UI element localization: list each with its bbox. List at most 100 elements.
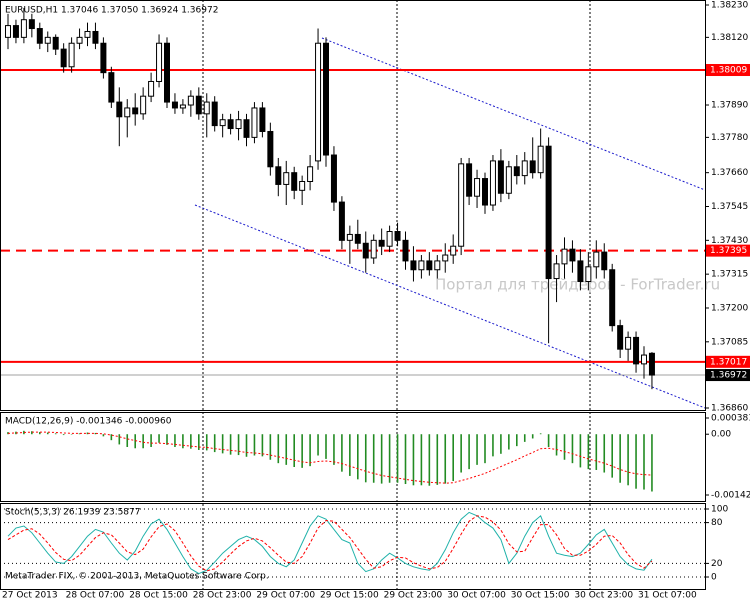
candle-body (132, 107, 139, 115)
candle-body (505, 166, 512, 194)
stoch-title: Stoch(5,3,3) 26.1939 23.5877 (5, 508, 140, 518)
candle-body (20, 19, 27, 38)
candle-body (235, 119, 242, 130)
candle-body (489, 160, 496, 206)
candle-body (466, 163, 473, 197)
candle-body (354, 233, 361, 244)
y-tick-label: 1.37430 (711, 236, 748, 246)
x-tick-label: 31 Oct 07:00 (638, 591, 697, 600)
y-tick-label: 80 (711, 518, 723, 528)
x-tick-label: 27 Oct 2013 (2, 591, 58, 600)
candle-body (426, 260, 433, 271)
y-tick-label: 1.37085 (711, 337, 748, 347)
level-label: 1.38009 (710, 66, 747, 76)
x-tick-label: 29 Oct 23:00 (384, 591, 443, 600)
candle-body (323, 42, 329, 156)
candle-body (307, 166, 314, 182)
level-label-box (706, 355, 750, 368)
candle-body (537, 145, 544, 174)
candle-body (402, 239, 409, 262)
candle-body (12, 25, 19, 38)
copyright: MetaTrader FIX, © 2001-2013, MetaQuotes … (5, 572, 269, 582)
x-tick-label: 30 Oct 15:00 (511, 591, 570, 600)
candle-body (394, 231, 401, 241)
candle-body (219, 119, 226, 127)
candle-body (545, 145, 552, 280)
x-tick-label: 30 Oct 23:00 (574, 591, 633, 600)
candle-body (108, 72, 115, 103)
candle-body (585, 266, 592, 283)
stoch-panel-border (0, 503, 706, 590)
candle-body (251, 107, 258, 138)
y-tick-label: -0.001428 (711, 491, 750, 501)
last-price-box (706, 369, 750, 382)
candle-body (211, 101, 218, 127)
candle-body (434, 260, 441, 271)
candle-body (156, 42, 163, 82)
x-tick-label: 28 Oct 15:00 (129, 591, 188, 600)
y-tick-label: 0.000381 (711, 414, 750, 424)
macd-signal (7, 431, 652, 484)
candle-body (60, 48, 67, 68)
y-tick-label: 0.00 (711, 430, 731, 440)
chart-title: EURUSD,H1 1.37046 1.37050 1.36924 1.3697… (5, 6, 218, 16)
candle-body (386, 231, 393, 247)
level-label-box (706, 244, 750, 257)
candle-body (641, 354, 647, 365)
main-panel-border (0, 0, 706, 411)
candle-body (315, 42, 322, 162)
y-tick-label: 1.38230 (711, 1, 748, 11)
candle-body (561, 248, 568, 265)
candle-body (164, 42, 170, 103)
watermark: Портал для трейдеров - ForTrader.ru (435, 276, 720, 294)
candle-body (442, 254, 449, 262)
y-tick-label: 0 (711, 573, 717, 583)
y-tick-label: 1.37660 (711, 168, 748, 178)
y-tick-label: 20 (711, 559, 723, 569)
y-tick-label: 1.37890 (711, 101, 748, 111)
level-label: 1.37395 (710, 246, 747, 256)
candle-body (291, 172, 298, 191)
level-label-box (706, 64, 750, 77)
candle-body (68, 42, 75, 68)
macd-title: MACD(12,26,9) -0.001346 -0.000960 (5, 417, 172, 427)
candle-body (362, 242, 369, 259)
candle-body (148, 80, 155, 97)
candle-body (410, 260, 417, 271)
trend-line (194, 204, 706, 409)
candle-body (450, 245, 457, 256)
candle-body (648, 352, 655, 376)
candle-body (100, 42, 107, 74)
candle-body (577, 260, 584, 283)
candle-body (267, 130, 274, 168)
candle-body (418, 260, 425, 271)
candle-body (299, 180, 306, 191)
candle-body (521, 160, 528, 177)
candle-body (346, 233, 353, 241)
candle-body (5, 25, 11, 38)
candle-body (625, 336, 632, 350)
candle-body (187, 95, 194, 106)
candle-body (124, 107, 131, 118)
candle-body (179, 104, 186, 109)
trend-line (321, 37, 706, 191)
candle-body (227, 119, 234, 130)
candle-body (370, 239, 377, 259)
candle-body (283, 172, 290, 185)
y-tick-label: 1.37545 (711, 202, 748, 212)
y-tick-label: 1.37315 (711, 270, 748, 280)
x-tick-label: 28 Oct 07:00 (66, 591, 125, 600)
candle-body (569, 248, 576, 262)
candle-body (28, 19, 35, 30)
candle-body (140, 95, 147, 115)
candle-body (617, 325, 624, 350)
candle-body (171, 101, 178, 109)
stoch-line (7, 515, 653, 572)
candle-body (92, 30, 99, 44)
candle-body (529, 160, 536, 174)
plot-layer (0, 7, 705, 578)
candle-body (338, 201, 345, 241)
candle-body (553, 263, 560, 280)
y-tick-label: 1.37780 (711, 133, 748, 143)
